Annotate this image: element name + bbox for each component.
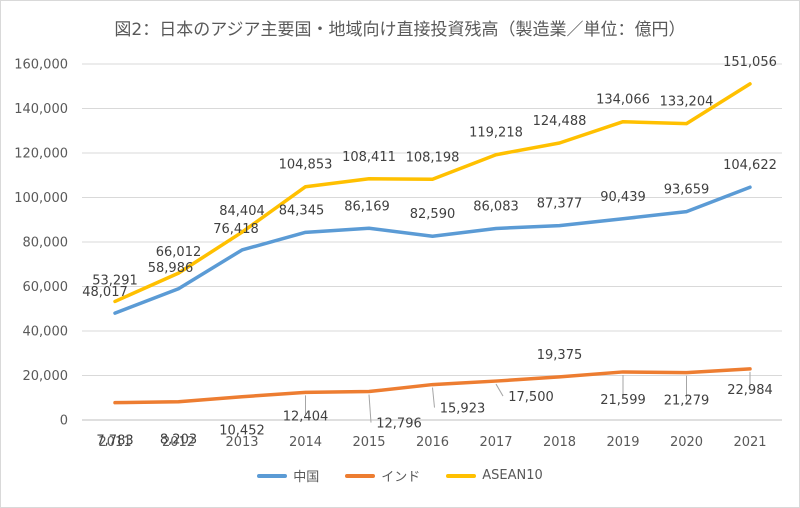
legend-swatch <box>446 473 477 478</box>
x-tick-label: 2014 <box>289 435 322 450</box>
data-label: 104,853 <box>279 158 333 173</box>
data-label: 48,017 <box>82 285 128 300</box>
x-tick-label: 2018 <box>543 435 576 450</box>
legend: 中国 インド ASEAN10 <box>0 466 800 485</box>
data-label: 84,404 <box>219 204 265 219</box>
data-label: 53,291 <box>92 273 138 288</box>
data-label: 119,218 <box>469 126 523 141</box>
y-tick-label: 100,000 <box>14 191 68 206</box>
data-label: 84,345 <box>279 203 325 218</box>
data-label: 7,783 <box>96 434 133 449</box>
y-tick-label: 140,000 <box>14 102 68 117</box>
x-tick-label: 2016 <box>416 435 449 450</box>
x-tick-label: 2019 <box>606 435 639 450</box>
legend-item: ASEAN10 <box>446 466 543 485</box>
y-tick-label: 80,000 <box>23 236 69 251</box>
legend-item: インド <box>345 466 420 485</box>
legend-label: 中国 <box>293 470 320 485</box>
x-axis: 2011 2012 2013 2014 2015 2016 2017 2018 2019 2020… <box>98 435 766 450</box>
data-label: 151,056 <box>723 55 777 70</box>
label-leader-lines <box>305 371 751 423</box>
x-tick-label: 2013 <box>225 435 258 450</box>
x-tick-label: 2020 <box>670 435 703 450</box>
series-line <box>113 185 752 315</box>
data-label: 21,279 <box>664 394 710 409</box>
y-tick-label: 20,000 <box>23 369 69 384</box>
y-axis: 0 20,000 40,000 60,000 80,000 100,000 120,000 1… <box>14 58 68 429</box>
data-label: 104,622 <box>723 158 777 173</box>
data-label: 8,203 <box>160 433 197 448</box>
data-label: 12,796 <box>376 417 422 432</box>
series-lines <box>113 82 752 405</box>
data-label: 12,404 <box>283 409 329 424</box>
y-tick-label: 160,000 <box>14 58 68 73</box>
x-tick-label: 2011 <box>98 435 131 450</box>
data-label: 21,599 <box>600 393 646 408</box>
series-line <box>113 367 752 405</box>
data-label: 15,923 <box>440 402 486 417</box>
data-label: 10,452 <box>219 424 265 439</box>
series-line <box>113 82 752 304</box>
data-labels: 48,017 58,986 76,418 84,345 86,169 82,590 86,0… <box>82 55 777 449</box>
leader-line <box>432 387 435 408</box>
data-label: 93,659 <box>664 183 710 198</box>
x-tick-label: 2017 <box>479 435 512 450</box>
gridlines <box>82 63 782 421</box>
data-label: 76,418 <box>213 222 259 237</box>
data-label: 22,984 <box>727 383 773 398</box>
leader-line <box>368 394 372 423</box>
legend-swatch <box>345 473 376 478</box>
data-label: 87,377 <box>537 197 583 212</box>
data-label: 90,439 <box>600 190 646 205</box>
data-label: 133,204 <box>660 95 714 110</box>
legend-label: インド <box>381 470 421 485</box>
legend-swatch <box>257 473 288 478</box>
data-label: 58,986 <box>148 261 194 276</box>
x-tick-label: 2012 <box>162 435 195 450</box>
data-label: 86,169 <box>344 199 390 214</box>
data-label: 108,411 <box>342 150 396 165</box>
y-tick-label: 60,000 <box>23 280 69 295</box>
leader-line <box>495 383 504 397</box>
y-tick-label: 40,000 <box>23 325 69 340</box>
data-label: 108,198 <box>406 150 460 165</box>
data-label: 124,488 <box>533 114 587 129</box>
legend-item: 中国 <box>257 466 319 485</box>
y-tick-label: 0 <box>60 414 68 429</box>
data-label: 134,066 <box>596 93 650 108</box>
data-label: 19,375 <box>537 348 583 363</box>
x-tick-label: 2021 <box>733 435 766 450</box>
chart-title: 図2：日本のアジア主要国・地域向け直接投資残高（製造業／単位：億円） <box>114 20 686 40</box>
data-label: 66,012 <box>156 245 202 260</box>
data-label: 17,500 <box>508 390 554 405</box>
legend-label: ASEAN10 <box>482 468 543 483</box>
data-label: 86,083 <box>473 199 519 214</box>
y-tick-label: 120,000 <box>14 147 68 162</box>
data-label: 82,590 <box>410 207 456 222</box>
x-tick-label: 2015 <box>352 435 385 450</box>
